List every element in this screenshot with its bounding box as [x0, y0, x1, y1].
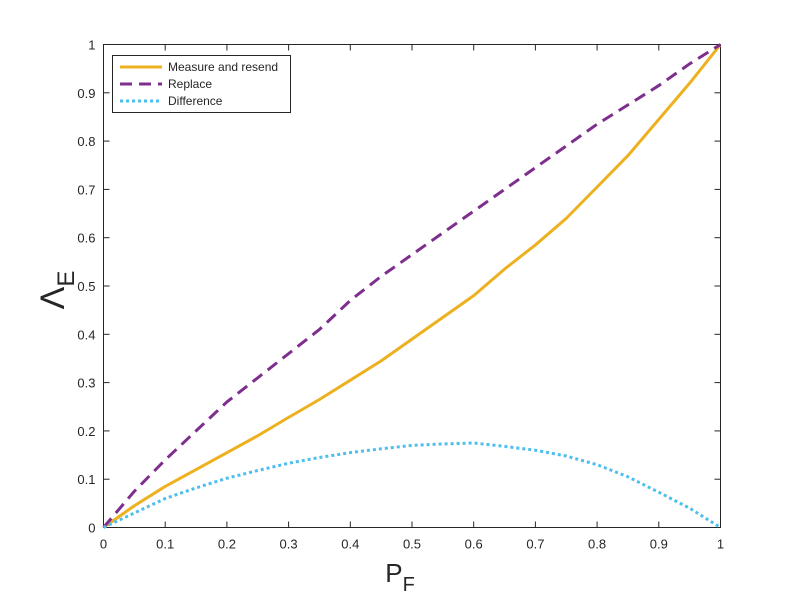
x-tick-label: 0.1 — [156, 537, 174, 552]
legend-items: Measure and resend Replace Difference — [120, 60, 278, 108]
y-tick-label: 0.8 — [77, 134, 95, 149]
y-tick-label: 0.2 — [77, 424, 95, 439]
y-axis-label: ΛE — [34, 271, 80, 310]
x-tick-label: 0.6 — [465, 537, 483, 552]
x-tick-label: 0.4 — [341, 537, 359, 552]
x-axis-ticks: 0 0.1 0.2 0.3 0.4 0.5 0.6 0.7 0.8 0.9 1 — [100, 44, 724, 552]
y-tick-label: 0.4 — [77, 327, 95, 342]
series-layer — [102, 43, 722, 529]
y-axis-label-main: Λ — [34, 286, 72, 309]
plot-area — [103, 44, 721, 528]
y-tick-label: 0.3 — [77, 376, 95, 391]
legend-label: Measure and resend — [168, 60, 278, 74]
series-line-difference — [102, 441, 722, 529]
y-tick-label: 0.7 — [77, 182, 95, 197]
y-axis-label-subscript: E — [53, 271, 80, 287]
y-tick-label: 0.9 — [77, 86, 95, 101]
x-tick-label: 1 — [717, 537, 724, 552]
x-axis-label-subscript: F — [403, 574, 415, 596]
x-tick-label: 0.8 — [588, 537, 606, 552]
x-tick-label: 0.5 — [403, 537, 421, 552]
legend-label: Difference — [168, 94, 223, 108]
y-tick-label: 0.5 — [77, 279, 95, 294]
y-tick-label: 0.6 — [77, 231, 95, 246]
x-tick-label: 0.2 — [218, 537, 236, 552]
y-axis-ticks: 0 0.1 0.2 0.3 0.4 0.5 0.6 0.7 0.8 0.9 1 — [77, 38, 721, 536]
x-tick-label: 0.9 — [650, 537, 668, 552]
x-axis-label-main: P — [385, 558, 402, 588]
x-axis-label: PF — [385, 558, 415, 596]
x-tick-label: 0.3 — [280, 537, 298, 552]
x-tick-label: 0 — [100, 537, 107, 552]
legend-label: Replace — [168, 77, 212, 91]
x-tick-label: 0.7 — [526, 537, 544, 552]
legend: Measure and resend Replace Difference — [112, 55, 291, 113]
y-tick-label: 0 — [88, 521, 95, 536]
y-tick-label: 0.1 — [77, 472, 95, 487]
series-line-measure-and-resend — [102, 43, 722, 529]
y-tick-label: 1 — [88, 38, 95, 53]
